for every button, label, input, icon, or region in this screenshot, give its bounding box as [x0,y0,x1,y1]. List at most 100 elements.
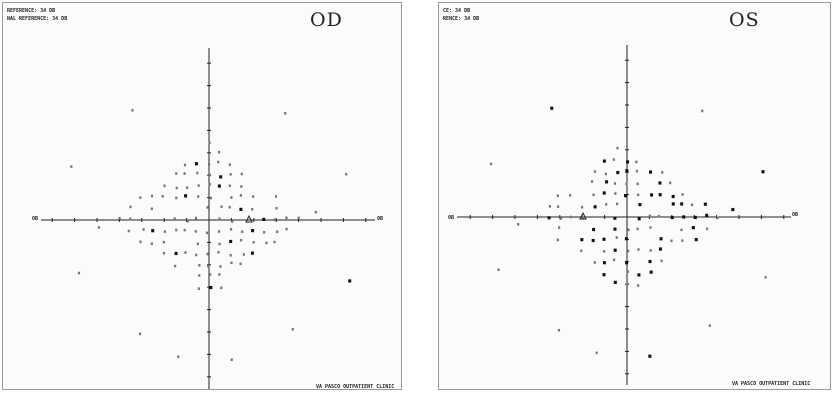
test-point [175,196,178,200]
test-point [129,217,132,221]
test-point [348,279,352,283]
eye-label-od: OD [310,9,343,31]
test-point [731,207,735,212]
test-point [197,184,200,187]
axis-label-right: 0B [792,212,799,218]
test-point [276,230,279,234]
test-point [229,239,233,244]
test-point [239,262,242,266]
test-point [150,207,153,211]
reference-line-1: REFERENCE: 34 DB [7,8,56,14]
test-point [174,264,177,268]
test-point [613,248,617,252]
test-point [194,230,197,233]
test-point [208,141,211,145]
test-point [285,227,288,231]
test-point [230,261,233,265]
test-point [231,220,234,223]
test-point [764,275,767,279]
test-point [206,206,209,209]
test-point [761,170,765,174]
test-point [716,216,719,220]
test-point [186,219,189,223]
test-point [659,237,663,241]
test-point [208,163,211,166]
test-point [602,261,606,265]
test-point [194,216,198,220]
test-point [345,172,348,176]
test-point [637,248,640,251]
test-point [616,170,620,175]
test-point [197,195,200,198]
test-point [262,217,266,222]
clinic-footer: VA PASCO OUTPATIENT CLINIC [732,381,811,387]
test-point [592,227,596,232]
test-point [263,230,266,234]
test-point [595,351,598,355]
test-point [218,217,221,221]
test-point [658,247,662,251]
test-point [547,216,551,220]
test-point [195,253,198,257]
test-point [217,184,221,188]
test-point [314,210,317,214]
test-point [671,194,675,199]
test-point [174,251,178,256]
test-point [242,253,245,256]
test-point [175,186,178,190]
test-point [670,215,674,220]
test-point [637,193,640,197]
test-point [184,194,188,198]
test-point [627,228,630,232]
test-point [612,258,616,262]
test-point [625,182,628,186]
test-point [252,195,255,198]
test-point [602,159,606,163]
test-point [196,242,199,246]
test-point [205,231,209,235]
reference-line-2: NAL REFERENCE: 34 DB [7,16,68,22]
test-point [206,252,209,256]
test-point [220,205,223,209]
test-point [291,328,294,331]
test-point [556,238,559,242]
test-point [637,217,641,221]
blind-spot-marker [579,211,587,220]
test-point [550,106,554,110]
test-point [691,226,695,230]
test-point [701,109,704,113]
test-point [207,264,210,268]
os-field-plot [457,45,791,385]
test-point [229,254,232,257]
test-point [127,229,130,233]
test-point [605,180,609,184]
test-point [265,241,268,245]
test-point [219,175,223,179]
test-point [162,240,165,244]
test-point [239,194,242,197]
test-point [139,196,142,199]
test-point [649,249,652,252]
test-point [139,240,142,244]
test-point [150,194,154,198]
test-point [556,194,559,198]
test-point [151,229,155,233]
test-point [209,196,212,200]
test-point [650,193,654,197]
test-point [175,172,178,175]
test-point [228,205,231,209]
test-point [252,241,255,244]
test-point [602,191,606,195]
test-point [569,194,572,197]
test-point [183,163,187,167]
test-point [658,181,662,185]
test-point [657,214,660,218]
test-point [669,181,672,185]
od-field-plot [41,48,375,389]
test-point [557,205,560,208]
test-point [649,170,653,174]
test-point [635,160,638,164]
test-point [228,163,231,166]
test-point [557,328,561,332]
test-point [592,193,595,197]
